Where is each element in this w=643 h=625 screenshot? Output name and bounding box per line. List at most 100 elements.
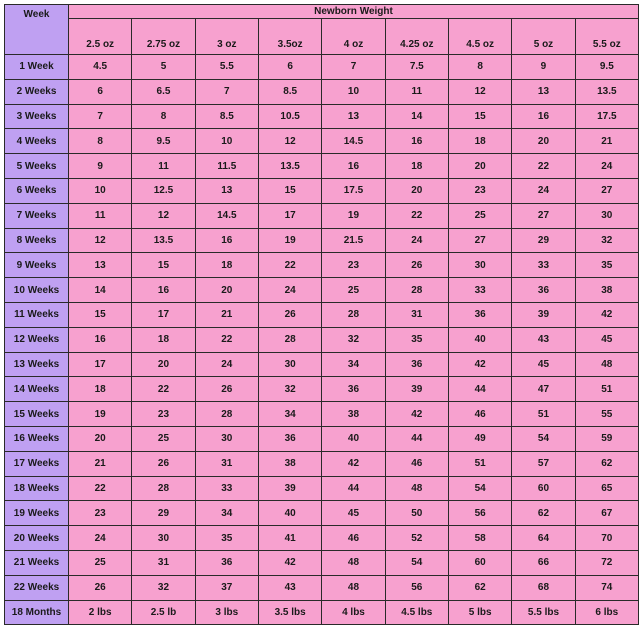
table-cell: 68: [511, 574, 576, 601]
table-row: 9 Weeks 13 15 18 22 23 26 30 33 35: [4, 252, 640, 279]
table-cell: 33: [194, 475, 259, 502]
week-label: 16 Weeks: [4, 425, 69, 452]
table-cell: 66: [511, 549, 576, 576]
table-row: 17 Weeks 21 26 31 38 42 46 51 57 62: [4, 450, 640, 477]
table-cell: 19: [321, 202, 386, 229]
table-cell: 12: [67, 227, 133, 254]
table-cell: 65: [574, 475, 640, 502]
table-cell: 16: [67, 326, 133, 353]
week-label: 14 Weeks: [4, 376, 69, 403]
table-cell: 18: [384, 153, 449, 179]
table-cell: 39: [511, 301, 576, 328]
table-cell: 12.5: [131, 177, 196, 204]
table-cell: 18: [447, 128, 513, 155]
table-cell: 21: [67, 450, 133, 477]
table-cell: 62: [574, 450, 640, 477]
week-label: 22 Weeks: [4, 574, 69, 601]
table-cell: 7.5: [384, 54, 449, 80]
table-row: 12 Weeks 16 18 22 28 32 35 40 43 45: [4, 326, 640, 353]
table-cell: 28: [131, 475, 196, 502]
table-cell: 20: [511, 128, 576, 155]
week-label: 11 Weeks: [4, 301, 69, 328]
table-cell: 31: [384, 301, 449, 328]
table-cell: 15: [67, 301, 133, 328]
table-cell: 13.5: [257, 153, 323, 179]
table-row: 7 Weeks 11 12 14.5 17 19 22 25 27 30: [4, 202, 640, 229]
table-cell: 54: [511, 425, 576, 452]
table-cell: 18: [131, 326, 196, 353]
table-cell: 57: [511, 450, 576, 477]
table-cell: 17.5: [321, 177, 386, 204]
table-cell: 67: [574, 500, 640, 527]
table-cell: 20: [447, 153, 513, 179]
table-cell: 30: [257, 351, 323, 378]
table-cell: 10: [67, 177, 133, 204]
table-cell: 20: [67, 425, 133, 452]
table-row: 8 Weeks 12 13.5 16 19 21.5 24 27 29 32: [4, 227, 640, 254]
table-cell: 45: [574, 326, 640, 353]
table-cell: 36: [194, 549, 259, 576]
week-label: 10 Weeks: [4, 277, 69, 303]
table-cell: 60: [447, 549, 513, 576]
table-cell: 9.5: [131, 128, 196, 155]
table-cell: 16: [511, 103, 576, 130]
table-cell: 15: [257, 177, 323, 204]
weight-header-row: 2.5 oz 2.75 oz 3 oz 3.5oz 4 oz 4.25 oz 4.5 oz 5…: [5, 18, 640, 55]
table-cell: 36: [321, 376, 386, 403]
table-cell: 5 lbs: [447, 599, 513, 625]
table-cell: 28: [321, 301, 386, 328]
table-cell: 5: [131, 54, 196, 80]
week-label: 12 Weeks: [4, 326, 69, 353]
table-cell: 14.5: [194, 202, 259, 229]
table-cell: 28: [257, 326, 323, 353]
table-cell: 33: [447, 277, 513, 303]
table-cell: 18: [194, 252, 259, 279]
table-cell: 64: [511, 525, 576, 551]
table-cell: 22: [257, 252, 323, 279]
table-row: 18 Weeks 22 28 33 39 44 48 54 60 65: [4, 475, 640, 502]
table-cell: 9: [511, 54, 576, 80]
table-cell: 26: [67, 574, 133, 601]
table-cell: 18: [67, 376, 133, 403]
table-cell: 22: [131, 376, 196, 403]
table-cell: 23: [131, 401, 196, 427]
table-cell: 44: [384, 425, 449, 452]
table-cell: 38: [257, 450, 323, 477]
table-cell: 72: [574, 549, 640, 576]
table-cell: 27: [447, 227, 513, 254]
table-row: 13 Weeks 17 20 24 30 34 36 42 45 48: [4, 351, 640, 378]
table-cell: 51: [574, 376, 640, 403]
week-label: 3 Weeks: [4, 103, 69, 130]
table-cell: 30: [131, 525, 196, 551]
week-label: 18 Weeks: [4, 475, 69, 502]
table-cell: 39: [384, 376, 449, 403]
week-header: Week: [4, 4, 69, 55]
table-cell: 25: [447, 202, 513, 229]
table-cell: 27: [574, 177, 640, 204]
table-cell: 34: [321, 351, 386, 378]
table-cell: 36: [257, 425, 323, 452]
table-cell: 46: [384, 450, 449, 477]
week-label: 15 Weeks: [4, 401, 69, 427]
week-label: 7 Weeks: [4, 202, 69, 229]
table-cell: 13: [321, 103, 386, 130]
table-cell: 46: [321, 525, 386, 551]
table-cell: 36: [511, 277, 576, 303]
table-cell: 35: [384, 326, 449, 353]
table-cell: 58: [447, 525, 513, 551]
table-row: 15 Weeks 19 23 28 34 38 42 46 51 55: [4, 401, 640, 427]
table-row: 1 Week 4.5 5 5.5 6 7 7.5 8 9 9.5: [4, 54, 640, 80]
table-row: 3 Weeks 7 8 8.5 10.5 13 14 15 16 17.5: [4, 103, 640, 130]
weight-header-cell: 2.75 oz: [131, 18, 196, 55]
table-cell: 23: [447, 177, 513, 204]
table-row: 16 Weeks 20 25 30 36 40 44 49 54 59: [4, 425, 640, 452]
weight-header-cell: 4 oz: [321, 18, 386, 55]
week-label: 8 Weeks: [4, 227, 69, 254]
table-cell: 43: [511, 326, 576, 353]
table-cell: 8.5: [257, 78, 323, 105]
table-cell: 4.5 lbs: [384, 599, 449, 625]
table-cell: 8: [67, 128, 133, 155]
table-cell: 8: [447, 54, 513, 80]
table-cell: 62: [447, 574, 513, 601]
table-cell: 8.5: [194, 103, 259, 130]
